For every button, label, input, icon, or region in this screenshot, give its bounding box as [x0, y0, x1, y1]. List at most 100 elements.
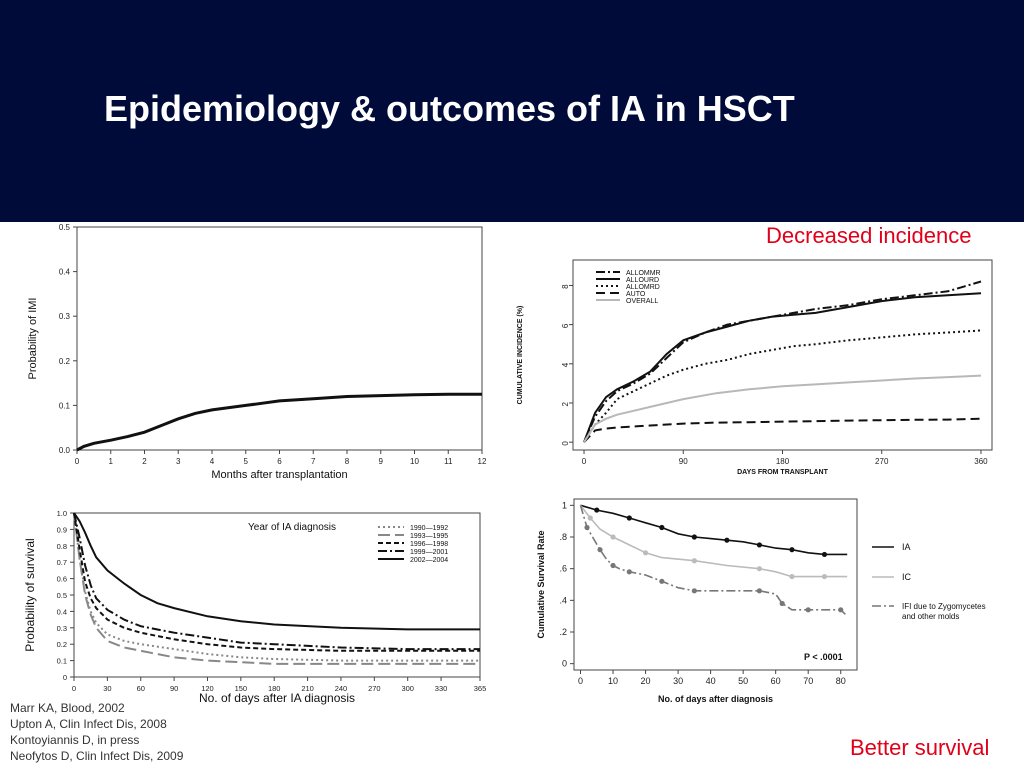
data-point	[838, 607, 844, 613]
x-tick-label: 11	[444, 457, 453, 466]
data-point	[597, 547, 603, 553]
x-tick-label: 1	[109, 457, 114, 466]
x-tick-label: 300	[401, 684, 414, 693]
legend-label: OVERALL	[626, 298, 658, 305]
x-tick-label: 0	[582, 457, 587, 466]
y-axis-label: Probability of IMI	[27, 298, 39, 380]
y-tick-label: 0	[562, 659, 567, 669]
x-tick-label: 40	[706, 676, 716, 686]
data-point	[724, 537, 730, 543]
y-tick-label: 0.5	[59, 223, 71, 232]
x-tick-label: 12	[478, 457, 487, 466]
data-point	[756, 566, 763, 572]
data-point	[756, 588, 763, 594]
reference-item: Marr KA, Blood, 2002	[10, 701, 125, 715]
data-point	[821, 573, 828, 580]
y-tick-label: 0	[561, 441, 570, 446]
data-point	[691, 558, 697, 564]
y-tick-label: 0.9	[57, 525, 67, 534]
x-tick-label: 0	[578, 676, 583, 686]
x-axis-label: DAYS FROM TRANSPLANT	[737, 469, 828, 476]
chart-title: Year of IA diagnosis	[248, 522, 336, 533]
y-tick-label: 2	[561, 401, 570, 406]
data-point	[789, 573, 795, 580]
y-tick-label: 0.6	[57, 575, 67, 584]
series-line-2	[73, 512, 480, 652]
p-value-annotation: P < .0001	[804, 652, 843, 662]
data-point	[610, 534, 616, 540]
data-point	[789, 547, 795, 553]
slide-header	[0, 0, 1024, 222]
series-line-0	[580, 504, 848, 556]
legend-label: 1990—1992	[410, 525, 448, 532]
x-tick-label: 3	[176, 457, 181, 466]
x-tick-label: 7	[311, 457, 316, 466]
y-tick-label: .8	[559, 532, 567, 542]
x-tick-label: 8	[345, 457, 350, 466]
y-tick-label: 0.3	[57, 624, 67, 633]
x-tick-label: 10	[608, 676, 618, 686]
series-line-4	[583, 374, 982, 443]
x-tick-label: 30	[103, 684, 111, 693]
x-tick-label: 240	[335, 684, 348, 693]
x-tick-label: 6	[277, 457, 282, 466]
x-tick-label: 9	[379, 457, 384, 466]
y-tick-label: 0.8	[57, 542, 67, 551]
y-tick-label: 0.0	[59, 446, 71, 455]
references: Marr KA, Blood, 2002 Upton A, Clin Infec…	[10, 700, 183, 764]
series-line-0	[76, 392, 482, 452]
x-tick-label: 180	[776, 457, 790, 466]
x-tick-label: 360	[974, 457, 988, 466]
x-axis-label: No. of days after IA diagnosis	[199, 691, 355, 705]
survival-by-infection-chart: 0 10 20 30 40 50 60 70 80 0 .2 .4 .6 .8 1 No. of days a…	[536, 498, 986, 704]
data-point	[642, 550, 649, 556]
reference-item: Kontoyiannis D, in press	[10, 733, 140, 747]
y-tick-label: .2	[559, 627, 567, 637]
x-tick-label: 0	[72, 684, 76, 693]
slide-title: Epidemiology & outcomes of IA in HSCT	[104, 88, 795, 129]
legend-label: ALLOMMR	[626, 270, 661, 277]
data-point	[587, 515, 593, 521]
x-tick-label: 80	[836, 676, 846, 686]
y-axis-label: Probability of survival	[23, 538, 37, 651]
x-tick-label: 60	[137, 684, 145, 693]
legend-label: 2002—2004	[410, 557, 448, 564]
x-tick-label: 270	[368, 684, 381, 693]
x-tick-label: 5	[244, 457, 249, 466]
x-tick-label: 150	[235, 684, 248, 693]
x-tick-label: 90	[170, 684, 178, 693]
better-survival-callout: Better survival	[850, 735, 990, 760]
y-tick-label: 6	[561, 323, 570, 328]
y-tick-label: 1	[562, 500, 567, 510]
x-tick-label: 20	[641, 676, 651, 686]
imi-probability-chart: 0 1 2 3 4 5 6 7 8 9 10 11 120.00.10.20.30.40.5Months…	[27, 223, 487, 481]
series-line-3	[73, 512, 480, 651]
y-tick-label: 0	[63, 673, 67, 682]
data-point	[691, 534, 697, 540]
y-tick-label: .4	[559, 595, 567, 605]
x-axis-label: Months after transplantation	[211, 469, 347, 481]
legend-label: IA	[902, 542, 911, 552]
plot-frame	[76, 226, 483, 451]
y-axis-label: CUMULATIVE INCIDENCE (%)	[517, 306, 524, 405]
survival-by-year-chart: 0 30 60 90 120 150 180 210 240 270 300 330 365 0 0.1 0.…	[23, 509, 487, 705]
x-tick-label: 90	[679, 457, 688, 466]
x-tick-label: 270	[875, 457, 889, 466]
x-tick-label: 210	[301, 684, 314, 693]
x-tick-label: 0	[75, 457, 80, 466]
data-point	[659, 524, 665, 531]
x-tick-label: 10	[410, 457, 419, 466]
reference-item: Upton A, Clin Infect Dis, 2008	[10, 717, 167, 731]
data-point	[659, 578, 665, 584]
series-line-1	[73, 512, 480, 665]
data-point	[779, 600, 785, 607]
series-line-1	[583, 292, 982, 443]
x-tick-label: 30	[673, 676, 683, 686]
x-tick-label: 365	[474, 684, 487, 693]
legend-label: 1999—2001	[410, 549, 448, 556]
data-point	[594, 507, 600, 513]
reference-item: Neofytos D, Clin Infect Dis, 2009	[10, 749, 184, 763]
legend-label: IC	[902, 572, 912, 582]
series-line-0	[583, 280, 982, 443]
y-tick-label: 1.0	[57, 509, 67, 518]
